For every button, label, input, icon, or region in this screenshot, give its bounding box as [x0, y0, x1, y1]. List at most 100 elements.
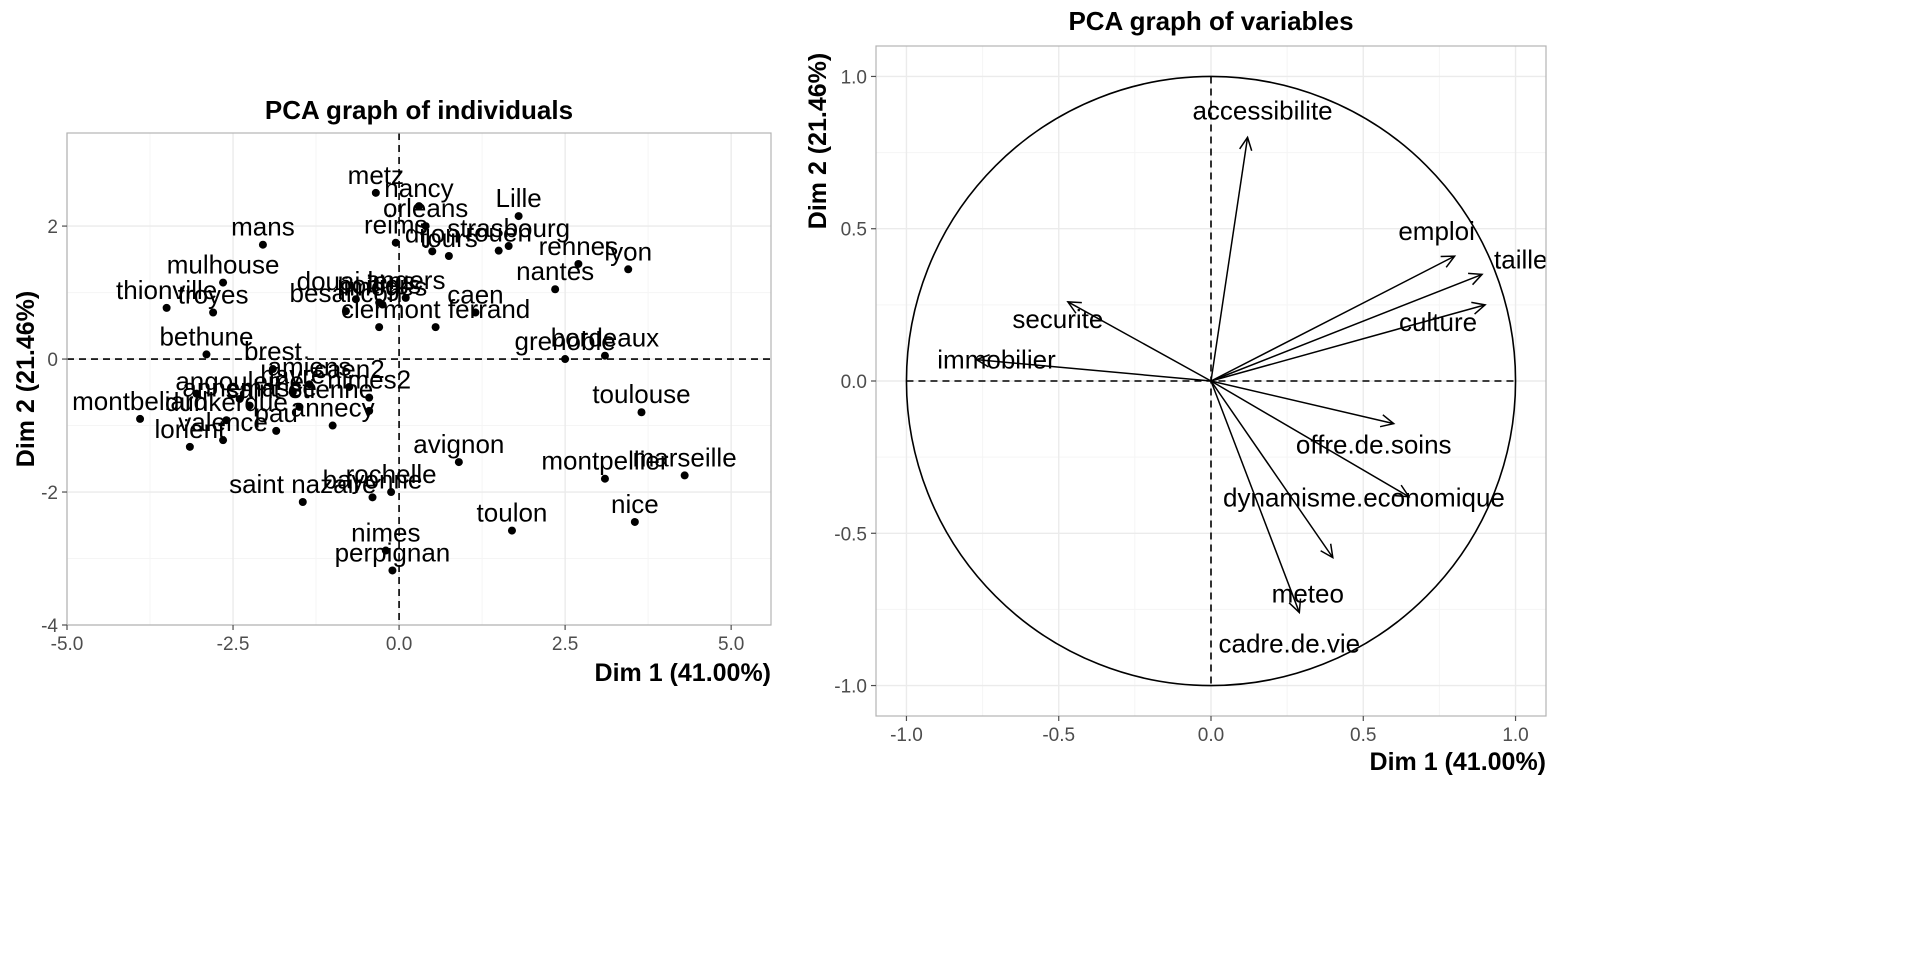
individual-label: thionville	[116, 275, 217, 305]
individual-label: havre	[260, 359, 325, 389]
variable-label: securite	[1012, 304, 1103, 334]
individual-label: troyes	[178, 280, 249, 310]
variable-arrow	[974, 354, 1212, 382]
variable-label: meteo	[1272, 579, 1344, 609]
individual-point	[428, 247, 437, 256]
individual-label: avignon	[413, 429, 504, 459]
individual-label: angers	[366, 265, 446, 295]
variable-label: culture	[1399, 307, 1477, 337]
individual-label: toulouse	[592, 379, 690, 409]
individual-label: caen2	[314, 354, 385, 384]
individual-point	[295, 402, 304, 411]
individual-label: douai lens	[297, 266, 416, 296]
variable-label: taille	[1494, 244, 1547, 274]
individual-point	[630, 517, 639, 526]
y-tick-label: -0.5	[834, 524, 867, 545]
individual-point	[444, 252, 453, 260]
individual-point	[574, 259, 583, 268]
individual-point	[328, 421, 337, 430]
variable-label: dynamisme.economique	[1223, 483, 1505, 513]
y-tick-label: 2	[47, 217, 58, 238]
individual-label: metz	[348, 160, 404, 190]
individuals-reference-lines	[67, 133, 771, 625]
individuals-y-ticks: -4 -2 0 2	[41, 217, 67, 637]
individual-point	[268, 365, 277, 374]
individual-label: bayonne	[323, 464, 423, 494]
individual-point	[368, 493, 377, 502]
individual-label: toulon	[477, 498, 548, 528]
variables-chart-title: PCA graph of variables	[1068, 6, 1353, 36]
individual-label: besancon	[290, 278, 403, 308]
individual-label: tours	[420, 223, 478, 253]
unit-circle	[905, 75, 1517, 687]
individual-point	[365, 406, 374, 415]
variable-arrow	[1210, 380, 1302, 615]
individual-point	[209, 308, 218, 317]
y-tick-label: -1.0	[834, 677, 867, 698]
y-tick-label: 1.0	[841, 67, 867, 88]
individual-label: strasbourg	[447, 213, 570, 243]
individual-point	[600, 351, 609, 360]
individual-label: montpellier	[541, 446, 669, 476]
variable-arrow	[1210, 380, 1396, 428]
individuals-points	[136, 188, 689, 575]
x-tick-label: -2.5	[217, 634, 250, 655]
individual-point	[272, 426, 281, 435]
individuals-y-axis-label: Dim 2 (21.46%)	[12, 291, 40, 467]
y-tick-label: 0.5	[841, 220, 867, 241]
y-tick-label: 0	[47, 350, 58, 371]
variable-label: emploi	[1398, 216, 1475, 246]
individual-label: rouen	[465, 218, 532, 248]
x-tick-label: 1.0	[1502, 725, 1528, 746]
y-tick-label: 0.0	[841, 372, 867, 393]
individual-point	[341, 307, 350, 316]
individual-label: rennes	[539, 231, 619, 261]
variable-label: immobilier	[937, 345, 1056, 375]
individual-label: caen	[447, 280, 503, 310]
individual-label: annecy	[291, 393, 375, 423]
individual-label: bethune	[159, 321, 253, 351]
individual-point	[514, 212, 523, 221]
individual-label: angouleme	[175, 366, 304, 396]
variable-label: accessibilite	[1192, 95, 1332, 125]
individual-label: annemasse	[182, 373, 316, 403]
individuals-x-axis-label: Dim 1 (41.00%)	[595, 659, 771, 687]
individual-label: dunkerque	[165, 387, 288, 417]
x-tick-label: -5.0	[51, 634, 84, 655]
variable-arrow	[1210, 380, 1411, 498]
x-tick-label: -0.5	[1042, 725, 1075, 746]
individual-label: valence	[178, 407, 268, 437]
individual-point	[298, 498, 307, 506]
individual-label: clermont ferrand	[341, 294, 530, 324]
variable-arrow	[1210, 301, 1487, 382]
variables-arrow-labels: accessibilite emploi taille culture securite…	[937, 95, 1547, 658]
x-tick-label: 0.5	[1350, 725, 1376, 746]
individual-label: mans	[231, 212, 295, 242]
individual-point	[388, 566, 397, 575]
individual-label: Lille	[495, 183, 541, 213]
individual-label: rochelle	[346, 459, 437, 489]
individual-label: mulhouse	[167, 250, 280, 280]
individual-label: limoges	[338, 272, 428, 302]
variables-x-ticks: -1.0 -0.5 0.0 0.5 1.0	[890, 716, 1529, 746]
individual-point	[561, 355, 570, 364]
variable-arrow	[1210, 135, 1253, 382]
individual-point	[351, 295, 360, 304]
individual-point	[345, 382, 354, 391]
individual-label: grenoble	[515, 326, 616, 356]
individual-point	[415, 202, 423, 211]
x-tick-label: -1.0	[890, 725, 923, 746]
individual-point	[391, 238, 400, 247]
individual-label: montbeliard	[72, 386, 208, 416]
individual-label: brest	[244, 336, 303, 366]
variables-x-axis-label: Dim 1 (41.00%)	[1370, 748, 1546, 776]
individual-label: nice	[611, 489, 659, 519]
variable-label: cadre.de.vie	[1218, 628, 1360, 658]
individual-point	[185, 442, 194, 451]
individual-point	[504, 242, 513, 251]
individual-point	[222, 416, 231, 425]
variable-label: offre.de.soins	[1296, 430, 1452, 460]
individual-point	[305, 380, 314, 389]
variable-arrow	[1210, 380, 1334, 560]
